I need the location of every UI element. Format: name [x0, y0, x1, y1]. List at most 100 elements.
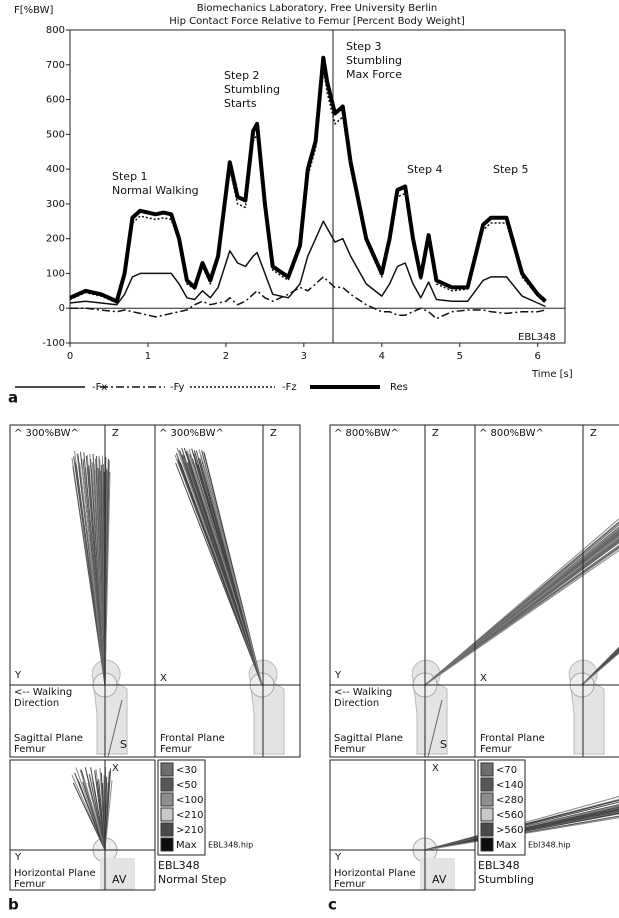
force-vector: [424, 541, 619, 686]
force-vector: [424, 528, 619, 686]
force-vector: [581, 650, 619, 686]
panel-text: Y: [14, 852, 22, 863]
panel-text: X: [432, 763, 439, 774]
panel-text: <100: [176, 795, 203, 806]
legend-label: Res: [390, 382, 408, 393]
force-vector: [424, 535, 619, 686]
panel-text: <70: [496, 765, 517, 776]
step-annotation: Starts: [224, 97, 257, 110]
panel-text: ^ 800%BW^: [479, 428, 544, 439]
panel-text: Normal Step: [158, 873, 226, 886]
step-annotation: Step 4: [407, 163, 443, 176]
panel-text: Max: [176, 840, 197, 851]
panel-text: Ebl348.hip: [528, 841, 571, 850]
step-annotation: Step 5: [493, 163, 529, 176]
panel-text: EBL348.hip: [208, 841, 253, 850]
force-vector: [581, 650, 619, 686]
step-annotation: Normal Walking: [112, 184, 199, 197]
force-vector: [424, 521, 619, 686]
panel-label: b: [8, 896, 19, 914]
panel-text: <-- Walking: [14, 687, 72, 698]
force-vector: [204, 465, 263, 686]
force-vector: [581, 651, 619, 686]
force-vector: [424, 542, 619, 686]
femur-axis: [427, 699, 443, 758]
force-vector: [104, 472, 111, 686]
force-vector: [581, 652, 619, 686]
force-vector: [424, 544, 619, 686]
x-tick-label: 5: [457, 351, 463, 362]
force-vector: [581, 647, 619, 686]
force-vector: [581, 652, 619, 686]
femur: [420, 858, 455, 890]
panel-text: Femur: [480, 744, 512, 755]
panel-text: Femur: [14, 744, 46, 755]
force-vector: [424, 527, 619, 686]
y-tick-label: 500: [46, 129, 65, 140]
id-label: EBL348: [518, 332, 556, 343]
panel-text: AV: [432, 873, 447, 886]
force-vector: [424, 541, 619, 686]
y-tick-label: 300: [46, 199, 65, 210]
legend-swatch: [480, 807, 494, 822]
femur-panel: ^ 800%BW^ Z ^ 800%BW^ Z Y X <-- WalkingDirecti…: [328, 424, 619, 914]
force-vector: [581, 646, 619, 686]
panel-text: ^ 300%BW^: [159, 428, 224, 439]
panel-text: Z: [590, 428, 597, 439]
panel-text: >560: [496, 825, 523, 836]
x-tick-label: 4: [379, 351, 385, 362]
series-line: [70, 276, 546, 320]
panel-text: Horizontal Plane: [14, 868, 96, 879]
step-annotation: Step 1: [112, 170, 148, 183]
step-annotation: Max Force: [346, 68, 402, 81]
series-line: [69, 220, 546, 308]
force-vector: [581, 648, 619, 686]
force-vector: [424, 531, 619, 686]
panel-text: EBL348: [158, 859, 200, 872]
force-vector: [581, 648, 619, 686]
force-vector: [87, 782, 106, 851]
panel-text: <-- Walking: [334, 687, 392, 698]
y-tick-label: 100: [46, 268, 65, 279]
x-tick-label: 3: [301, 351, 307, 362]
force-vector: [424, 541, 619, 686]
panel-text: Stumbling: [478, 873, 534, 886]
legend-swatch: [160, 777, 174, 792]
y-tick-label: 600: [46, 95, 65, 106]
force-vector: [424, 536, 619, 686]
panel-text: X: [112, 763, 119, 774]
legend-label: -Fy: [170, 382, 184, 393]
x-tick-label: 1: [145, 351, 151, 362]
panel-text: S: [120, 738, 127, 751]
force-vector: [424, 547, 619, 686]
panel-text: Sagittal Plane: [14, 733, 83, 744]
y-axis-label: F[%BW]: [14, 5, 54, 16]
panel-text: Femur: [14, 879, 46, 890]
force-vector: [424, 540, 619, 686]
panel-text: Femur: [160, 744, 192, 755]
force-vector: [72, 782, 106, 851]
force-vector: [424, 524, 619, 686]
horizontal-box: [329, 759, 476, 891]
plot-frame: [69, 29, 566, 344]
step-annotation: Stumbling: [346, 54, 402, 67]
panel-text: Y: [14, 670, 22, 681]
y-tick-label: 0: [59, 303, 65, 314]
panel-text: X: [160, 673, 167, 684]
legend-swatch: [160, 807, 174, 822]
panel-text: >210: [176, 825, 203, 836]
chart-title: Hip Contact Force Relative to Femur [Per…: [169, 16, 465, 27]
panel-text: ^ 300%BW^: [14, 428, 79, 439]
frontal-box: [474, 424, 619, 758]
y-tick-label: 700: [46, 60, 65, 71]
force-vector: [581, 650, 619, 686]
force-vector: [424, 535, 619, 686]
legend-swatch: [480, 792, 494, 807]
force-vector: [424, 540, 619, 686]
panel-text: AV: [112, 873, 127, 886]
step-annotation: Step 2: [224, 69, 260, 82]
panel-text: <30: [176, 765, 197, 776]
legend-swatch: [480, 822, 494, 837]
panel-text: Direction: [14, 698, 59, 709]
y-tick-label: -100: [42, 338, 65, 349]
